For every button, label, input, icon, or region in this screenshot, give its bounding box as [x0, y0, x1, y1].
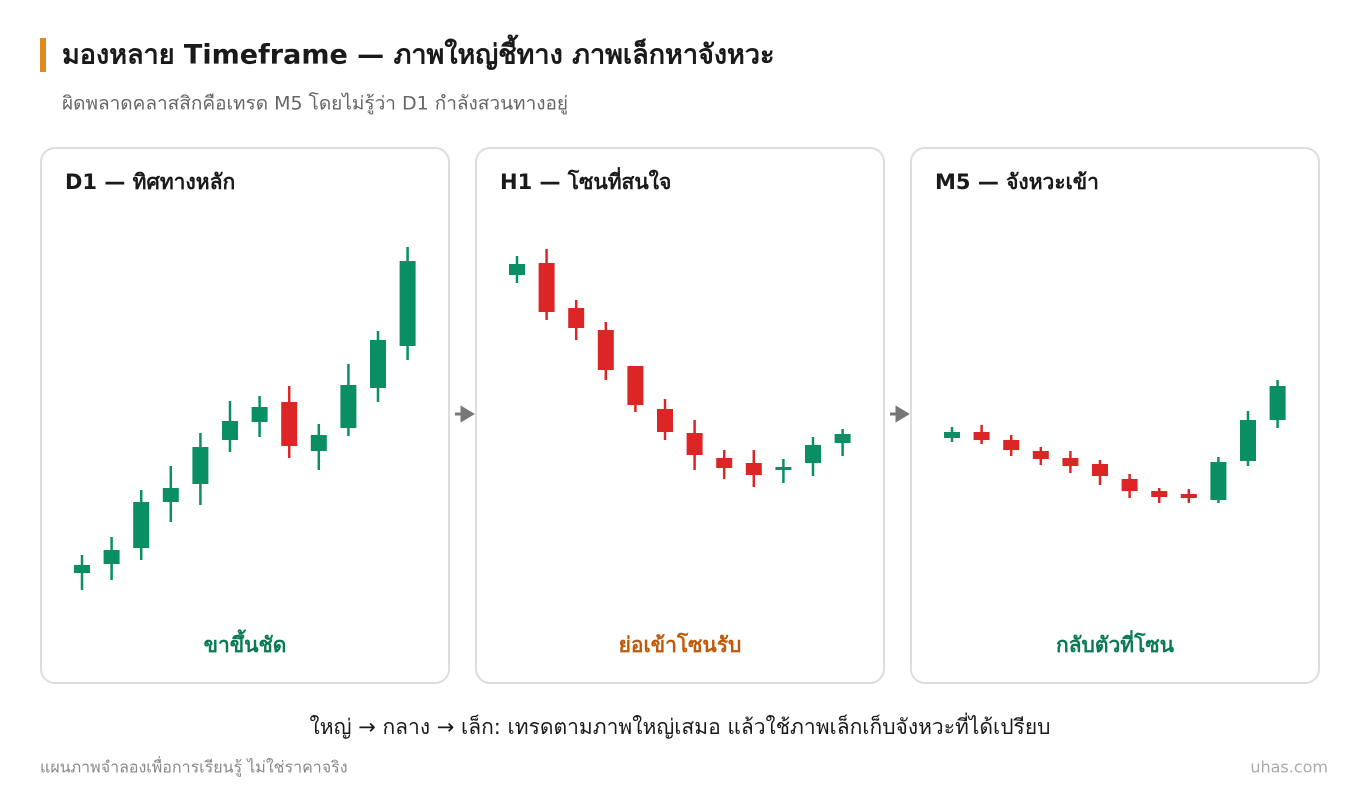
- panel-caption: ย่อเข้าโซนรับ: [619, 632, 742, 657]
- page-subtitle: ผิดพลาดคลาสสิกคือเทรด M5 โดยไม่รู้ว่า D1…: [62, 92, 568, 115]
- candle-body: [281, 402, 298, 446]
- candle-body: [973, 432, 990, 440]
- candle-body: [74, 565, 90, 573]
- panel: [40, 147, 450, 684]
- arrow: [455, 405, 475, 423]
- candle-body: [775, 467, 792, 470]
- title-accent: [40, 38, 46, 72]
- candle-body: [944, 432, 960, 438]
- candle-body: [568, 308, 585, 328]
- panel: [475, 147, 885, 684]
- candle-body: [1092, 464, 1108, 476]
- summary: ใหญ่ → กลาง → เล็ก: เทรดตามภาพใหญ่เสมอ แ…: [310, 712, 1051, 739]
- candle-body: [686, 433, 703, 455]
- panel-caption: ขาขึ้นชัด: [204, 629, 287, 657]
- candle-body: [1210, 462, 1227, 500]
- candle-body: [1062, 458, 1079, 466]
- candle-body: [340, 385, 357, 428]
- candle-body: [1003, 440, 1020, 450]
- candle-body: [1240, 420, 1256, 461]
- candle-body: [192, 447, 209, 484]
- candle-body: [538, 263, 555, 312]
- candle-body: [103, 550, 120, 564]
- candle-body: [310, 435, 327, 451]
- panel-title: H1 — โซนที่สนใจ: [500, 166, 671, 194]
- candle-body: [597, 330, 614, 370]
- candle-body: [716, 458, 733, 468]
- candle-body: [133, 502, 150, 548]
- panel: [910, 147, 1320, 684]
- candle-body: [509, 264, 525, 275]
- candle-body: [162, 488, 179, 502]
- candle-body: [745, 463, 762, 475]
- panel-title: M5 — จังหวะเข้า: [935, 170, 1099, 194]
- candle-body: [370, 340, 386, 388]
- candle-body: [1121, 479, 1138, 491]
- candle-body: [805, 445, 821, 463]
- candle-body: [834, 434, 851, 443]
- candle-body: [399, 261, 416, 346]
- candle-body: [657, 409, 673, 432]
- panel-title: D1 — ทิศทางหลัก: [65, 170, 235, 194]
- candle-body: [251, 407, 268, 422]
- footer-brand: uhas.com: [1250, 758, 1328, 777]
- arrow: [890, 405, 910, 423]
- candle-body: [1180, 494, 1197, 498]
- footer-note: แผนภาพจำลองเพื่อการเรียนรู้ ไม่ใช่ราคาจร…: [40, 756, 348, 778]
- candle-body: [222, 421, 238, 440]
- page-title: มองหลาย Timeframe — ภาพใหญ่ชี้ทาง ภาพเล็…: [62, 34, 774, 71]
- candle-body: [627, 366, 644, 405]
- candle-body: [1151, 491, 1168, 497]
- candle-body: [1032, 451, 1049, 459]
- panel-caption: กลับตัวที่โซน: [1056, 629, 1175, 657]
- candle-body: [1269, 386, 1286, 420]
